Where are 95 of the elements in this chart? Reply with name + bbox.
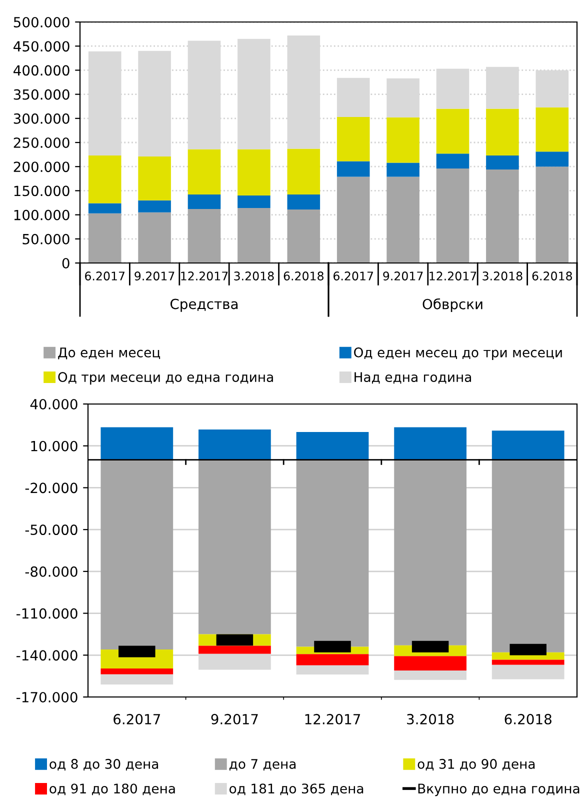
y-tick-label: 300.000 (14, 113, 70, 124)
y-tick-label: 200.000 (14, 162, 70, 172)
legend-label: до 7 дена (229, 759, 296, 771)
x-tick-label: 3.2018 (234, 272, 274, 280)
bar (492, 430, 564, 460)
bar (536, 152, 569, 167)
bar (238, 149, 270, 196)
x-tick-label: 6.2017 (334, 272, 373, 280)
bar (198, 430, 271, 460)
bar (492, 664, 564, 680)
legend-label: Над една година (354, 372, 471, 384)
x-tick-label: 6.2018 (504, 714, 552, 724)
bar (100, 427, 174, 460)
x-tick-label: 6.2018 (532, 272, 572, 280)
bar (386, 117, 420, 163)
bar (188, 149, 221, 195)
bar (296, 432, 369, 460)
x-tick-label: 6.2017 (85, 272, 124, 280)
bar (238, 208, 270, 263)
bar (188, 209, 221, 263)
bar (436, 108, 470, 154)
y-tick-label: 450.000 (14, 41, 70, 52)
y-tick-label: 350.000 (14, 89, 70, 100)
y-tick-label: -20.000 (25, 482, 78, 494)
bar (336, 176, 370, 263)
bar (486, 108, 519, 156)
x-tick-label: 3.2018 (407, 714, 454, 724)
y-tick-label: 10.000 (31, 440, 78, 452)
bar (386, 176, 420, 263)
legend-label: од 8 до 30 дена (50, 758, 158, 771)
legend-label: Вкупно до една година (418, 784, 580, 796)
legend-label: од 181 до 365 дена (230, 784, 364, 796)
bar (486, 156, 519, 170)
y-tick-label: 500.000 (14, 16, 70, 28)
x-tick-label: 6.2017 (114, 714, 160, 724)
bar (492, 460, 564, 652)
bar (394, 670, 466, 680)
y-tick-label: -110.000 (16, 608, 78, 619)
x-tick-label: 12.2017 (181, 272, 228, 280)
bar (138, 200, 171, 212)
bar (336, 116, 370, 162)
y-tick-label: 150.000 (14, 186, 70, 196)
bar (492, 660, 564, 665)
bar (100, 674, 174, 684)
y-tick-label: 40.000 (30, 398, 78, 410)
bar (386, 162, 420, 177)
y-tick-label: -50.000 (25, 524, 78, 536)
bar (536, 107, 569, 152)
x-tick-label: 12.2017 (305, 714, 360, 724)
legend-label: Од три месеци до една година (58, 372, 273, 385)
bar (287, 194, 320, 210)
y-tick-label: -170.000 (16, 692, 78, 702)
bar (336, 161, 370, 177)
bar (100, 460, 174, 650)
x-tick-label: 9.2017 (211, 714, 258, 724)
text: Обврски (422, 298, 482, 312)
bar (296, 665, 369, 675)
y-tick-label: 100.000 (14, 210, 70, 220)
legend-label: од 31 до 90 дена (418, 758, 535, 771)
bar (436, 154, 470, 169)
bar (486, 169, 519, 263)
x-tick-label: 9.2017 (383, 272, 423, 280)
bar (88, 156, 122, 204)
bar (287, 148, 320, 195)
y-tick-label: 50.000 (22, 234, 70, 244)
bar (238, 196, 270, 208)
bar (394, 460, 466, 646)
bar (138, 212, 171, 263)
x-tick-label: 9.2017 (134, 272, 174, 280)
bar (394, 656, 466, 670)
bar (296, 654, 369, 666)
y-tick-label: 0 (62, 258, 70, 268)
bar (536, 166, 569, 263)
x-tick-label: 12.2017 (430, 272, 476, 280)
text: Средства (170, 298, 238, 312)
x-tick-label: 6.2018 (284, 272, 324, 280)
y-tick-label: 250.000 (14, 137, 70, 148)
bar (436, 168, 470, 263)
bar (88, 213, 122, 263)
bar (287, 210, 320, 263)
x-tick-label: 3.2018 (482, 272, 522, 280)
y-tick-label: 400.000 (14, 65, 70, 76)
bar (394, 427, 466, 460)
bar (138, 156, 171, 200)
bar (198, 646, 271, 654)
y-tick-label: -140.000 (16, 650, 78, 661)
bar (88, 203, 122, 214)
legend-label: До еден месец (58, 348, 160, 360)
bar (188, 194, 221, 210)
bar (296, 460, 369, 647)
y-tick-label: -80.000 (25, 566, 78, 577)
bar (100, 668, 174, 674)
bar (198, 460, 271, 634)
legend-label: од 91 до 180 дена (50, 784, 175, 796)
legend-label: Од еден месец до три месеци (354, 347, 562, 360)
